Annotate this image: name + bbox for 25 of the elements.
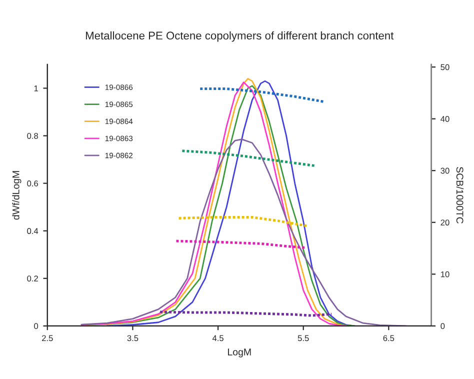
y2-tick-label: 10 <box>441 271 450 278</box>
y2-tick-label: 30 <box>440 168 450 174</box>
y2-tick-label: 20 <box>440 220 450 226</box>
line-series <box>174 240 308 249</box>
y-tick-label: 0.4 <box>27 228 38 234</box>
line-series <box>178 216 309 228</box>
y-tick-label: 1 <box>34 85 38 92</box>
x-tick-label: 6.5 <box>383 335 394 342</box>
x-tick-label: 4.5 <box>212 335 224 342</box>
x-axis-title: LogM <box>228 348 251 358</box>
y-tick-label: 0.6 <box>27 180 38 186</box>
y2-axis-title: SCB/1000TC <box>456 166 464 224</box>
y-tick-label: 0.8 <box>27 132 38 139</box>
y2-tick-label: 50 <box>440 64 450 70</box>
y-tick-label: 0.2 <box>27 276 38 282</box>
chart-title: Metallocene PE Octene copolymers of different branch content <box>86 31 394 42</box>
x-tick-label: 2.5 <box>42 335 53 342</box>
x-tick-label: 3.5 <box>127 335 138 342</box>
line-series <box>198 88 326 103</box>
x-tick-label: 5.5 <box>298 335 309 342</box>
y-axis-title: dWf/dLogM <box>12 171 22 220</box>
y-tick-label: 0 <box>34 323 38 330</box>
y2-tick-label: 40 <box>440 116 450 122</box>
y2-tick-label: 0 <box>440 323 445 330</box>
line-series <box>180 150 318 168</box>
